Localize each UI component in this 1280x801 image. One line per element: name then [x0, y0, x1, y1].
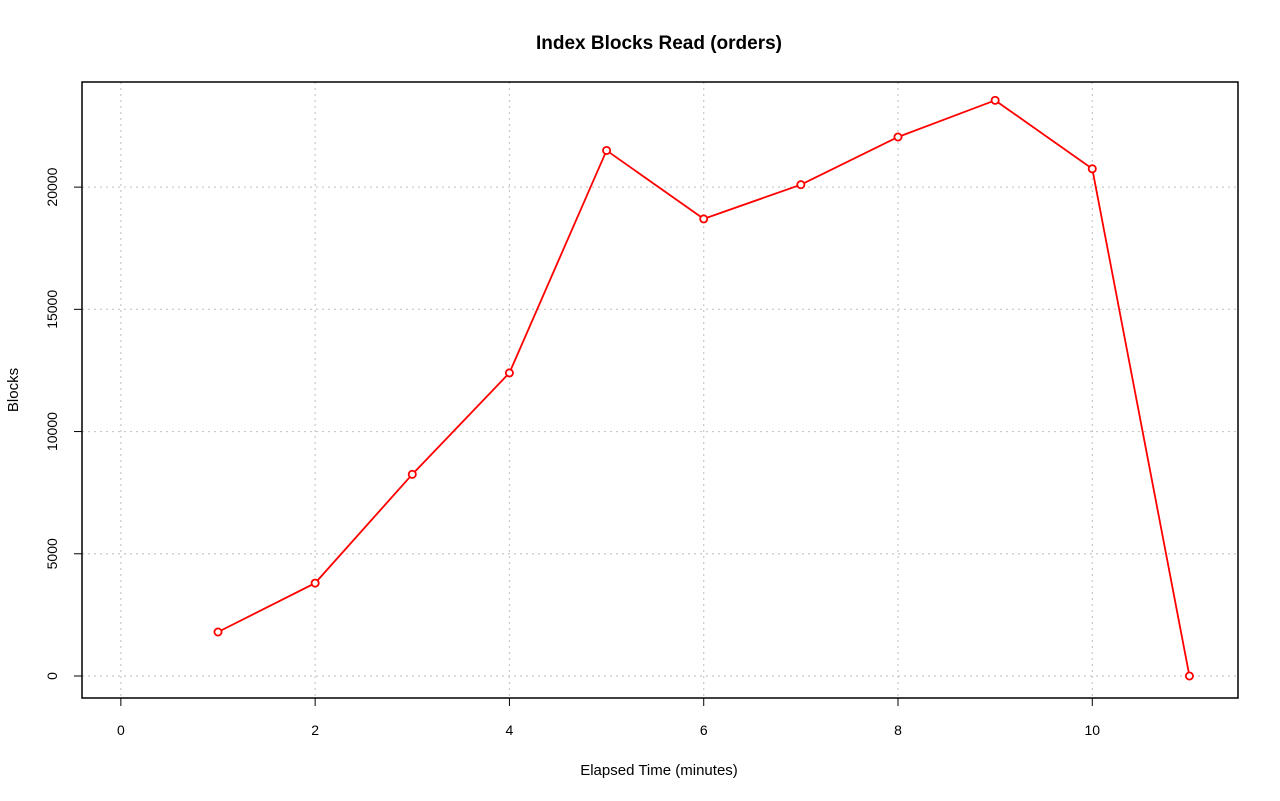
data-point — [990, 95, 1000, 105]
data-point — [602, 145, 612, 155]
data-points — [213, 95, 1194, 681]
y-tick-label: 10000 — [44, 412, 60, 451]
chart-title: Index Blocks Read (orders) — [536, 33, 782, 54]
data-point — [310, 578, 320, 588]
x-tick-label: 4 — [506, 722, 514, 738]
x-tick-label: 2 — [311, 722, 319, 738]
y-axis-label: Blocks — [5, 368, 22, 412]
data-point — [213, 627, 223, 637]
x-axis: 0 2 4 6 8 10 — [117, 698, 1100, 738]
x-axis-label: Elapsed Time (minutes) — [580, 762, 738, 779]
plot-frame — [81, 81, 1239, 699]
y-tick-label: 5000 — [44, 538, 60, 569]
y-axis: 0 5000 10000 15000 20000 — [44, 167, 82, 680]
x-tick-label: 8 — [894, 722, 902, 738]
data-point — [1184, 671, 1194, 681]
grid — [82, 82, 1238, 698]
y-tick-label: 0 — [44, 672, 60, 680]
data-point — [407, 469, 417, 479]
data-point — [893, 132, 903, 142]
x-tick-label: 6 — [700, 722, 708, 738]
data-point — [1087, 164, 1097, 174]
data-point — [796, 180, 806, 190]
x-tick-label: 10 — [1084, 722, 1100, 738]
data-point — [699, 214, 709, 224]
data-point — [504, 368, 514, 378]
x-tick-label: 0 — [117, 722, 125, 738]
y-tick-label: 20000 — [44, 167, 60, 206]
y-tick-label: 15000 — [44, 290, 60, 329]
